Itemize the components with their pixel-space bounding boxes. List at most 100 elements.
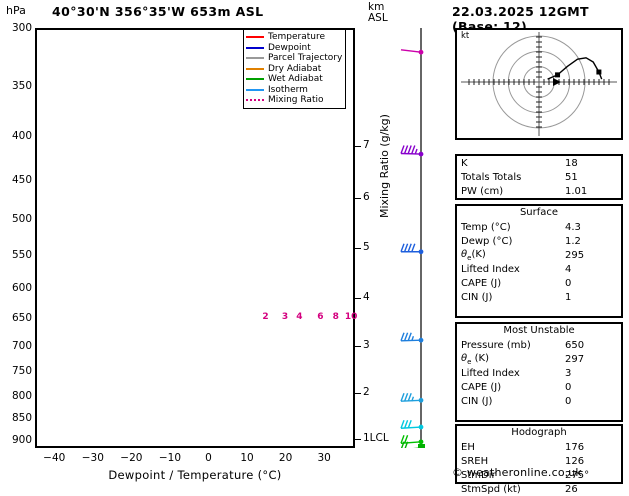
pressure-tick-label: 600 — [11, 281, 32, 294]
legend: Temperature Dewpoint Parcel Trajectory Dry … — [243, 29, 347, 109]
pressure-tick-label: 300 — [11, 22, 32, 34]
hodograph-stats-table: Hodograph EH 176 SREH 126 StmDir 275° StmSpd (k… — [455, 424, 623, 495]
table-row: Lifted Index 3 — [457, 366, 621, 380]
mixing-ratio-tick-label: 6 — [317, 311, 324, 322]
legend-label: Mixing Ratio — [268, 95, 324, 106]
row-key: Lifted Index — [461, 263, 520, 275]
pressure-unit-label: hPa — [6, 4, 26, 17]
table-row: EH 176 — [457, 440, 621, 454]
pressure-tick-label: 350 — [11, 79, 32, 92]
height-tick-label: 3 — [363, 339, 370, 352]
legend-color-swatch — [246, 36, 264, 39]
height-unit-line2: ASL — [368, 12, 388, 24]
table-row: θe(K) 295 — [457, 248, 621, 262]
legend-color-swatch — [246, 57, 264, 60]
station-coordinates-label: 40°30'N 356°35'W 653m ASL — [52, 4, 264, 19]
height-tick-label: 2 — [363, 386, 370, 399]
wind-barb-column — [395, 28, 447, 451]
pressure-tick-label: 700 — [11, 339, 32, 352]
table-row: CIN (J) 1 — [457, 290, 621, 304]
row-key: StmSpd (kt) — [461, 483, 521, 495]
mixing-ratio-tick-label: 8 — [332, 311, 339, 322]
height-tick-label: 6 — [363, 190, 370, 203]
pressure-tick-label: 450 — [11, 173, 32, 186]
row-value: 1.01 — [565, 185, 588, 197]
table-row: StmSpd (kt) 26 — [457, 482, 621, 496]
row-key: Temp (°C) — [461, 221, 511, 233]
row-value: 51 — [565, 171, 578, 183]
legend-label: Dry Adiabat — [268, 63, 322, 74]
legend-item: Isotherm — [246, 85, 342, 96]
pressure-tick-label: 650 — [11, 311, 32, 324]
table-row: Dewp (°C) 1.2 — [457, 234, 621, 248]
table-row: K 18 — [457, 156, 621, 170]
legend-item: Parcel Trajectory — [246, 53, 342, 64]
wind-barb-canvas — [400, 28, 425, 451]
row-key: CIN (J) — [461, 291, 493, 303]
table-row: CIN (J) 0 — [457, 394, 621, 408]
row-key: θe(K) — [461, 248, 486, 262]
row-value: 26 — [565, 483, 578, 495]
legend-color-swatch — [246, 99, 264, 102]
pressure-tick-label: 500 — [11, 213, 32, 226]
pressure-tick-label: 900 — [11, 433, 32, 446]
table-row: Temp (°C) 4.3 — [457, 220, 621, 234]
row-key: Dewp (°C) — [461, 235, 513, 247]
mixing-ratio-tick-label: 4 — [296, 311, 303, 322]
wind-barb — [400, 420, 424, 430]
row-value: 275° — [565, 469, 590, 481]
hodograph-plot[interactable]: kt — [455, 28, 623, 140]
wind-barb — [400, 435, 424, 445]
height-tick — [355, 297, 361, 299]
temperature-tick-label: 10 — [240, 452, 254, 464]
table-title: Hodograph — [511, 427, 567, 438]
row-value: 295 — [565, 249, 585, 261]
mixing-ratio-tick-label: 10 — [344, 311, 358, 322]
row-value: 297 — [565, 353, 585, 365]
pressure-tick-label: 850 — [11, 412, 32, 425]
wind-barb — [400, 243, 424, 255]
row-value: 4.3 — [565, 221, 581, 233]
table-row: CAPE (J) 0 — [457, 380, 621, 394]
row-key: Lifted Index — [461, 367, 520, 379]
height-tick — [355, 145, 361, 147]
height-unit-line1: km — [368, 1, 385, 13]
row-value: 0 — [565, 381, 572, 393]
x-axis-title: Dewpoint / Temperature (°C) — [108, 468, 282, 482]
height-tick — [355, 248, 361, 250]
row-key: StmDir — [461, 469, 496, 481]
height-tick-label: 4 — [363, 290, 370, 303]
row-key: EH — [461, 441, 475, 453]
temperature-tick-label: 0 — [205, 452, 212, 464]
pressure-tick-label: 400 — [11, 129, 32, 142]
table-row: Pressure (mb) 650 — [457, 338, 621, 352]
legend-label: Isotherm — [268, 84, 308, 95]
legend-item: Dewpoint — [246, 43, 342, 54]
row-value: 126 — [565, 455, 585, 467]
legend-label: Dewpoint — [268, 42, 311, 53]
legend-color-swatch — [246, 88, 264, 91]
row-key: Pressure (mb) — [461, 339, 531, 351]
table-row: PW (cm) 1.01 — [457, 184, 621, 198]
hodograph-unit-label: kt — [461, 31, 470, 41]
row-value: 0 — [565, 277, 572, 289]
legend-item: Mixing Ratio — [246, 95, 342, 106]
copyright-footer: © weatheronline.co.uk — [452, 466, 583, 479]
surface-parcel-table: Surface Temp (°C) 4.3 Dewp (°C) 1.2 θe(K) 295 L… — [455, 204, 623, 318]
table-row: CAPE (J) 0 — [457, 276, 621, 290]
row-value: 4 — [565, 263, 572, 275]
row-key: K — [461, 157, 468, 169]
hodograph-canvas — [461, 32, 617, 136]
table-row: StmDir 275° — [457, 468, 621, 482]
row-value: 1 — [565, 291, 572, 303]
mixing-ratio-axis-title: Mixing Ratio (g/kg) — [378, 114, 391, 218]
row-value: 176 — [565, 441, 585, 453]
table-row: θe (K) 297 — [457, 352, 621, 366]
row-value: 1.2 — [565, 235, 581, 247]
table-row: SREH 126 — [457, 454, 621, 468]
legend-label: Temperature — [268, 32, 326, 43]
row-key: CAPE (J) — [461, 381, 502, 393]
most-unstable-parcel-table: Most Unstable Pressure (mb) 650 θe (K) 297 Li… — [455, 322, 623, 422]
height-tick — [355, 439, 361, 441]
legend-label: Wet Adiabat — [268, 74, 323, 85]
